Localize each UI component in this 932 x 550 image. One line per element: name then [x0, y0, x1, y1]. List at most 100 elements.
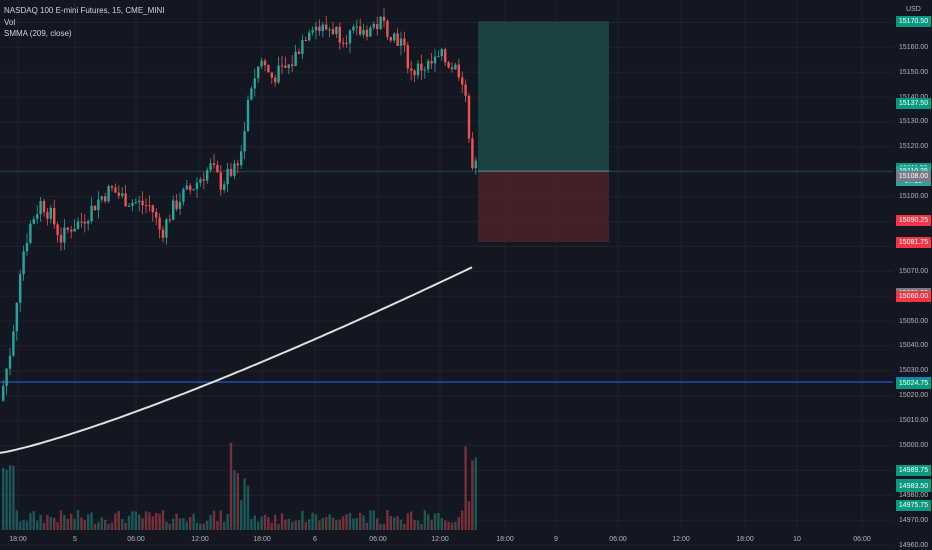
smma-indicator-label[interactable]: SMMA (209, close) [4, 29, 72, 38]
candle [216, 160, 219, 174]
volume-bar [410, 511, 413, 530]
volume-bar [49, 517, 52, 530]
candle-body [175, 200, 178, 210]
candle-body [331, 29, 335, 34]
volume-bar [403, 523, 406, 530]
volume-bar [321, 517, 324, 530]
candle-body [158, 217, 161, 230]
candle [440, 48, 443, 61]
candle-body [359, 26, 362, 35]
volume-bar [396, 516, 399, 530]
candle-body [100, 196, 103, 200]
volume-bar [471, 460, 474, 530]
volume-bar [216, 521, 219, 530]
candle [121, 186, 124, 199]
candle [66, 227, 69, 233]
candle [161, 225, 165, 243]
candle-body [66, 227, 69, 230]
time-tick: 18:00 [496, 536, 514, 543]
candle [246, 95, 250, 132]
candle [151, 204, 154, 222]
price-tick: 15000.00 [899, 441, 929, 449]
candle-body [32, 218, 35, 224]
candle-body [182, 189, 185, 202]
candle [117, 185, 120, 200]
candle-body [189, 185, 192, 191]
candle-body [199, 179, 202, 183]
candle-body [202, 179, 205, 181]
candle-body [376, 23, 379, 29]
candle-body [76, 221, 80, 229]
chart-legend: NASDAQ 100 E-mini Futures, 15, CME_MINI … [4, 5, 165, 40]
volume-bar [444, 520, 447, 530]
volume-bar [447, 521, 450, 530]
candle-body [73, 228, 76, 232]
volume-bar [2, 467, 5, 530]
price-tag: 14989.75 [896, 465, 931, 477]
candle [437, 50, 440, 58]
candle-body [280, 65, 284, 67]
candle [39, 197, 42, 222]
candle-body [121, 193, 124, 196]
volume-bar [257, 521, 260, 530]
candle [185, 179, 188, 191]
candle-body [287, 64, 290, 68]
price-tag-text: 14983.50 [898, 483, 929, 491]
volume-bar [233, 470, 236, 530]
candle [36, 205, 39, 224]
price-tag: 15090.25 [896, 215, 931, 227]
candle [396, 28, 399, 47]
volume-bar [19, 521, 22, 530]
price-tick: 15070.00 [899, 267, 929, 275]
candle [110, 185, 114, 192]
candle [263, 58, 267, 72]
candle [59, 227, 63, 252]
candle [382, 8, 386, 28]
price-tag-text: 14989.75 [898, 467, 929, 475]
volume-bar [362, 515, 365, 530]
candle-body [263, 60, 267, 66]
time-tick: 18:00 [9, 536, 27, 543]
candle-body [29, 223, 32, 243]
price-tag: 15081.75 [896, 236, 931, 248]
candle-body [161, 229, 165, 238]
candle [260, 57, 263, 69]
candle [342, 37, 345, 48]
price-tick: 14970.00 [899, 516, 929, 524]
volume-bar [25, 520, 29, 530]
candle-body [219, 172, 222, 190]
candle [362, 24, 365, 39]
candle [393, 32, 396, 43]
volume-bar [114, 513, 117, 530]
time-tick: 06:00 [853, 536, 871, 543]
candle [195, 177, 199, 199]
candle-body [104, 196, 107, 202]
volume-bar [15, 510, 18, 530]
candle-body [2, 385, 5, 401]
volume-bar [5, 469, 8, 530]
volume-indicator-label[interactable]: Vol [4, 17, 16, 27]
candle-body [8, 355, 12, 369]
volume-bar [413, 519, 416, 530]
candle [410, 60, 413, 81]
candle [192, 188, 195, 191]
candle-body [260, 60, 263, 67]
loss-zone [478, 171, 609, 243]
candle [311, 26, 314, 36]
price-tag: 14983.50 [896, 481, 931, 493]
price-tag: 15170.50 [896, 15, 931, 27]
volume-bar [138, 514, 141, 530]
candle [202, 172, 205, 190]
symbol-title[interactable]: NASDAQ 100 E-mini Futures, 15, CME_MINI [4, 6, 165, 15]
volume-bar [172, 518, 175, 530]
candle [158, 213, 161, 239]
candle-body [348, 30, 352, 44]
candle [461, 71, 464, 93]
volume-bar [73, 518, 76, 530]
candle-body [192, 189, 195, 191]
candle [100, 195, 103, 203]
candle-body [39, 201, 42, 215]
candle-body [253, 78, 256, 89]
